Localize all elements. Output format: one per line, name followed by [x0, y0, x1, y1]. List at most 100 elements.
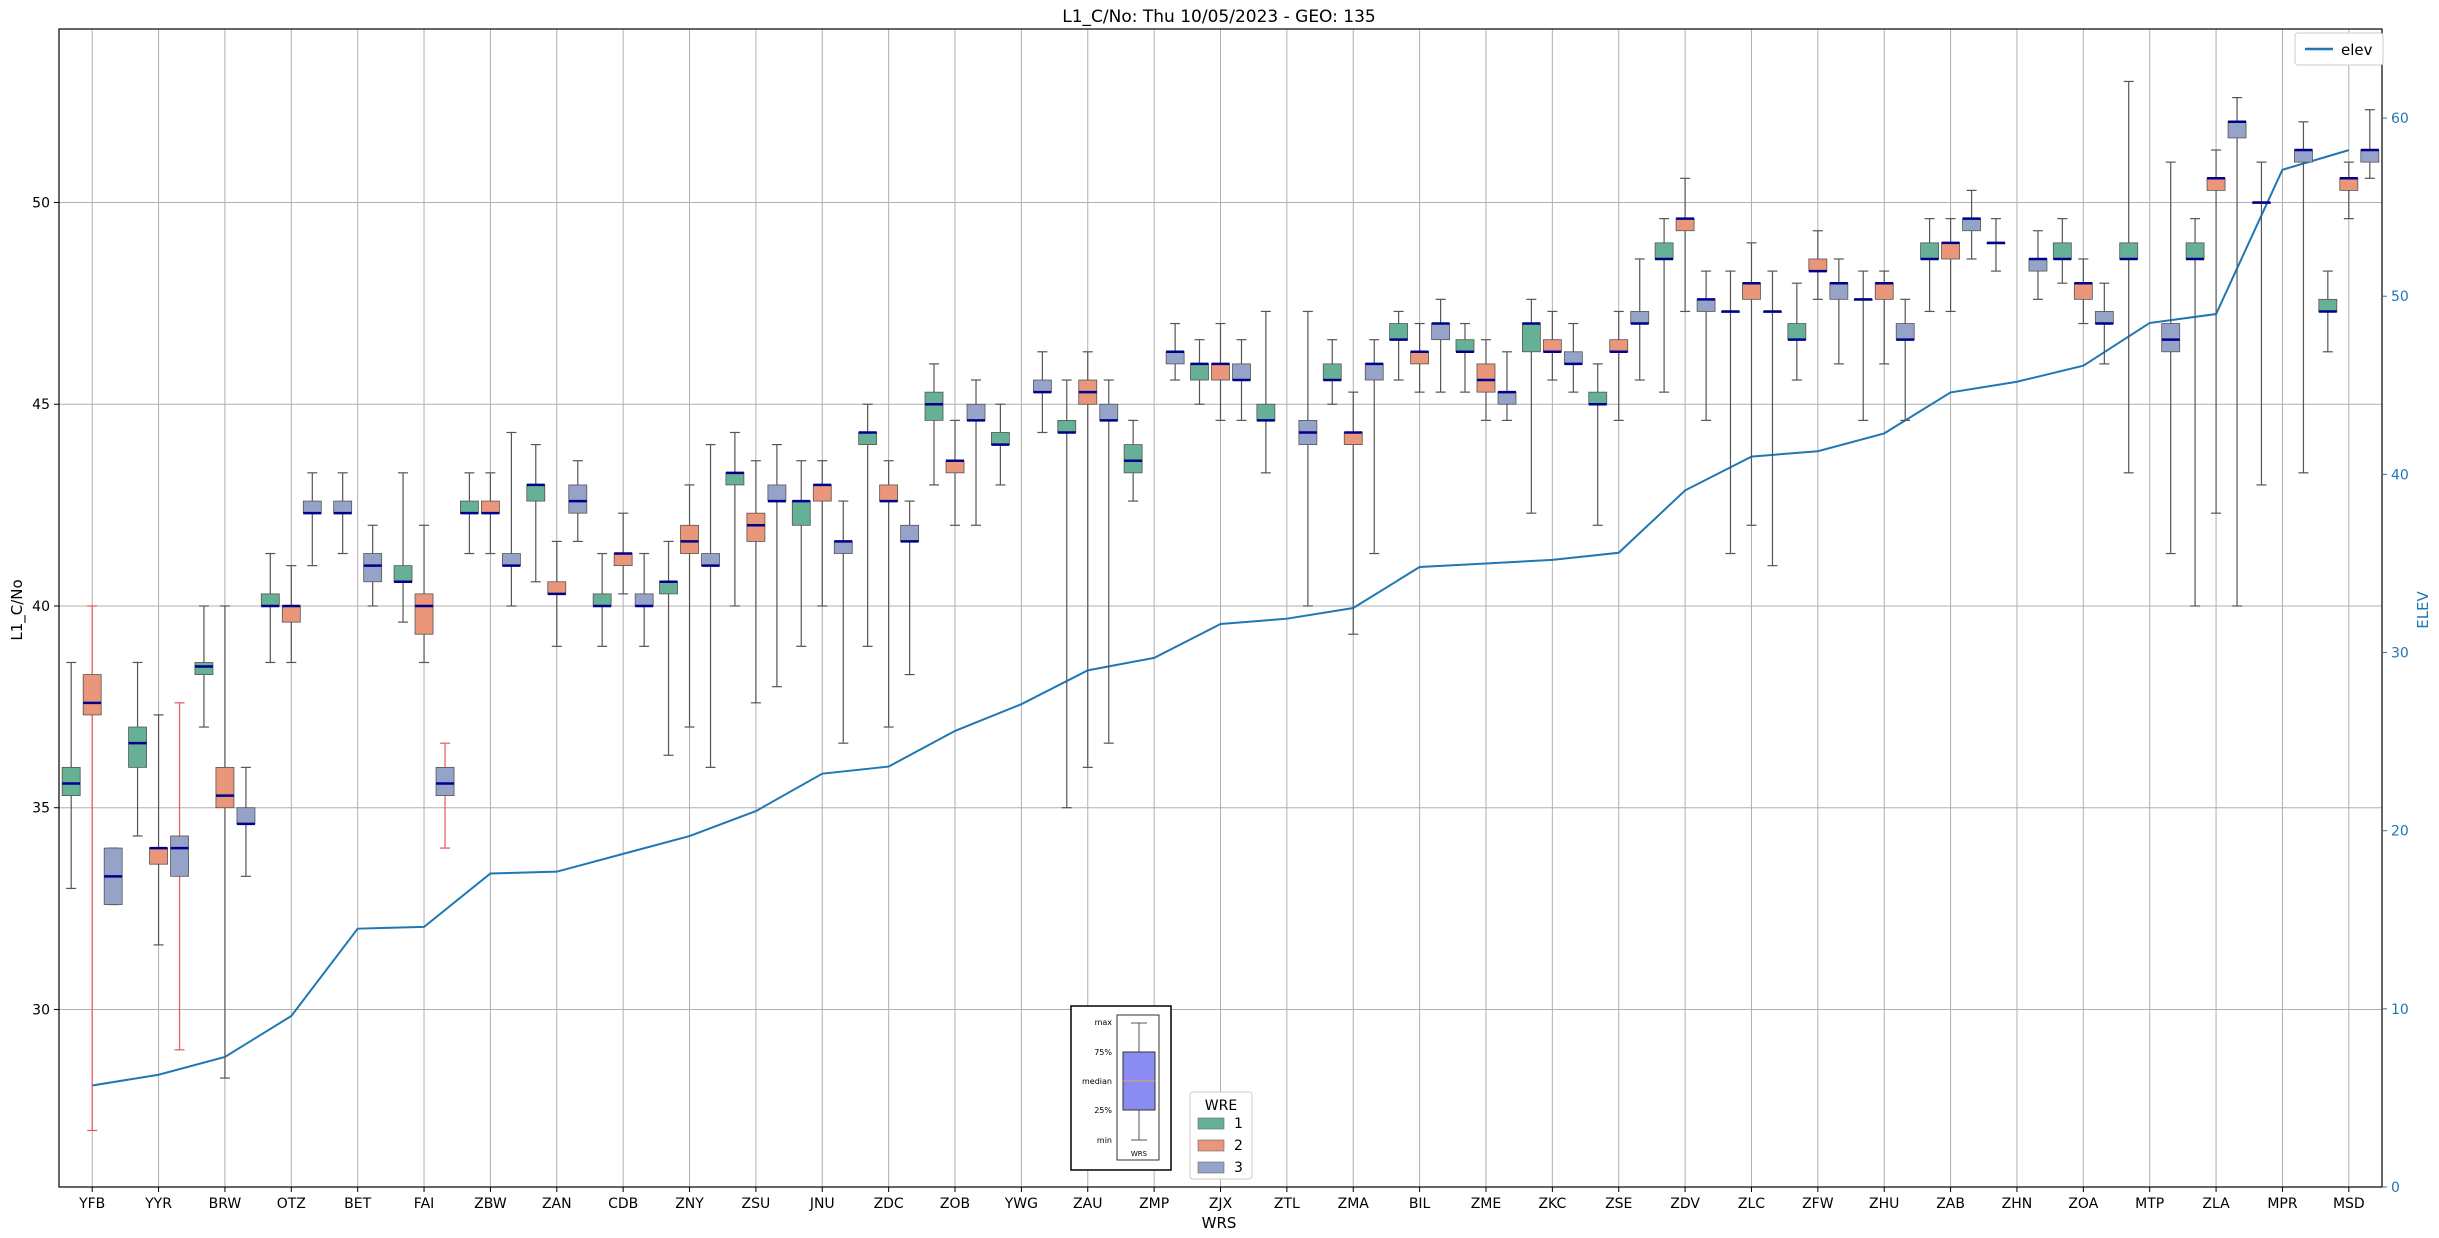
- x-tick-label: ZKC: [1538, 1196, 1566, 1212]
- box-body: [2028, 258, 2048, 272]
- box-3-zfw: [1829, 258, 1849, 365]
- box-2-zme: [1476, 339, 1496, 421]
- box-1-zse: [1588, 363, 1608, 526]
- box-body: [1941, 242, 1960, 260]
- wre-legend-label-3: 3: [1234, 1160, 1243, 1176]
- box-body: [363, 553, 383, 583]
- box-body: [1211, 363, 1230, 381]
- elev-legend: elev: [2294, 32, 2384, 66]
- x-tick-label: MTP: [2135, 1196, 2164, 1212]
- key-inset-q1-label: 25%: [1094, 1106, 1112, 1115]
- y-tick-label: 45: [32, 397, 50, 413]
- box-body: [791, 500, 811, 526]
- x-tick-label: ZAU: [1073, 1196, 1102, 1212]
- box-2-zan: [547, 540, 567, 647]
- box-body: [1364, 363, 1384, 381]
- wre-legend-swatch-3: [1197, 1161, 1225, 1174]
- box-body: [128, 726, 147, 768]
- wre-legend-label-2: 2: [1234, 1138, 1243, 1154]
- y-tick-label: 35: [32, 801, 50, 817]
- key-inset: max 75% median 25% min WRS: [1070, 1005, 1172, 1171]
- box-body: [2318, 298, 2338, 312]
- x-tick-label: CDB: [608, 1196, 638, 1212]
- box-body: [900, 524, 920, 542]
- x-tick-label: ZMA: [1338, 1196, 1370, 1212]
- x-tick-label: ZFW: [1802, 1196, 1834, 1212]
- box-body: [1588, 391, 1608, 405]
- box-body: [858, 432, 878, 445]
- box-body: [2227, 121, 2247, 139]
- box-1-zau: [1057, 379, 1077, 809]
- box-1-cdb: [592, 552, 612, 647]
- box-body: [2360, 149, 2380, 163]
- box-body: [2052, 242, 2072, 260]
- box-3-zlc: [1763, 270, 1782, 567]
- box-3-zdv: [1696, 270, 1716, 421]
- box-3-ywg: [1032, 351, 1052, 434]
- box-3-zdc: [900, 500, 920, 676]
- x-tick-label: ZJX: [1209, 1196, 1233, 1212]
- box-3-zau: [1099, 379, 1119, 744]
- box-3-zmp: [1165, 322, 1185, 381]
- x-tick-label: YFB: [78, 1196, 105, 1212]
- y2-tick-label: 20: [2391, 824, 2409, 840]
- box-2-zlc: [1742, 242, 1761, 526]
- key-inset-q3-label: 75%: [1094, 1048, 1112, 1057]
- box-body: [1343, 432, 1363, 445]
- box-1-yyr: [128, 661, 147, 837]
- y2-tick-label: 40: [2391, 467, 2409, 483]
- x-tick-label: ZBW: [474, 1196, 507, 1212]
- box-3-zsu: [767, 443, 787, 688]
- x-tick-label: ZDC: [874, 1196, 904, 1212]
- box-series: [61, 80, 2380, 1132]
- box-2-zla: [2206, 149, 2226, 514]
- box-body: [61, 766, 81, 797]
- x-tick-label: ZDV: [1670, 1196, 1700, 1212]
- box-body: [1630, 311, 1650, 324]
- x-tick-label: ZOA: [2068, 1196, 2098, 1212]
- box-2-otz: [281, 565, 301, 664]
- box-body: [812, 484, 832, 502]
- box-body: [613, 553, 633, 567]
- box-3-msd: [2360, 109, 2380, 179]
- box-body: [236, 807, 256, 825]
- box-1-ztl: [1256, 310, 1276, 474]
- box-body: [1563, 351, 1583, 365]
- box-1-zjx: [1190, 339, 1209, 405]
- y2-tick-label: 0: [2391, 1180, 2400, 1196]
- box-3-bil: [1431, 298, 1451, 393]
- wre-legend-label-1: 1: [1234, 1116, 1243, 1132]
- box-2-zob: [945, 419, 965, 526]
- box-body: [1190, 363, 1209, 381]
- box-1-zme: [1455, 322, 1475, 393]
- x-tick-label: ZLC: [1738, 1196, 1765, 1212]
- box-3-yyr: [170, 702, 189, 1051]
- box-3-mpr: [2294, 121, 2313, 474]
- box-body: [680, 524, 699, 554]
- box-3-zla: [2227, 96, 2247, 607]
- box-1-zlc: [1721, 270, 1740, 555]
- box-3-yfb: [103, 847, 123, 906]
- box-3-brw: [236, 766, 256, 877]
- box-1-zdc: [858, 403, 878, 647]
- elev-line-path: [92, 149, 2350, 1087]
- box-2-zdv: [1675, 177, 1695, 313]
- x-tick-label: JNU: [809, 1196, 835, 1212]
- x-tick-label: ZAB: [1936, 1196, 1965, 1212]
- x-tick-label: ZNY: [675, 1196, 704, 1212]
- key-inset-min-label: min: [1097, 1136, 1112, 1145]
- box-1-fai: [393, 472, 413, 623]
- box-body: [1322, 363, 1342, 381]
- box-body: [414, 593, 434, 635]
- box-3-zma: [1364, 339, 1384, 555]
- box-body: [1829, 282, 1849, 300]
- box-3-bet: [333, 472, 353, 555]
- box-body: [1962, 218, 1981, 232]
- elev-legend-frame: [2294, 32, 2384, 66]
- box-body: [1609, 339, 1629, 353]
- box-body: [1410, 351, 1430, 365]
- wre-legend-frame: [1189, 1091, 1253, 1180]
- box-2-yyr: [149, 714, 168, 946]
- box-1-zab: [1920, 218, 1939, 313]
